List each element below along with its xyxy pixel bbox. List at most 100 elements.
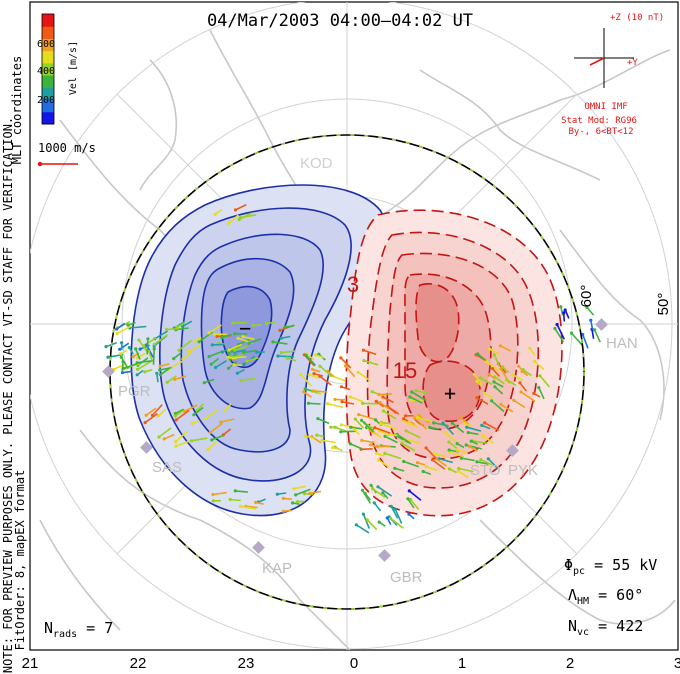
color-scale-segment	[42, 87, 54, 101]
velocity-vector	[174, 375, 187, 381]
velocity-vector	[145, 407, 157, 416]
velocity-vector-dot	[146, 337, 150, 341]
velocity-vector	[394, 467, 405, 472]
velocity-vectors	[104, 203, 601, 534]
imf-clock: +Z (10 nT) +Y OMNI IMF Stat Mod: RG96 By…	[561, 13, 664, 137]
velocity-vector	[451, 422, 465, 434]
velocity-vector-dot	[393, 466, 397, 470]
velocity-vector	[235, 490, 248, 493]
contour-label-15: 15	[393, 358, 417, 383]
velocity-vector-dot	[492, 353, 496, 357]
velocity-vector	[512, 374, 524, 382]
velocity-vector-dot	[220, 350, 224, 354]
velocity-vector	[354, 418, 364, 429]
velocity-vector-dot	[407, 420, 411, 424]
velocity-vector	[321, 439, 337, 444]
velocity-vector-dot	[302, 492, 307, 496]
velocity-vector-dot	[475, 396, 479, 400]
velocity-vector-dot	[424, 465, 428, 469]
velocity-vector-dot	[462, 421, 466, 425]
velocity-vector-dot	[339, 430, 343, 434]
velocity-vector-dot	[487, 372, 491, 376]
velocity-vector-dot	[312, 372, 316, 376]
velocity-vector	[166, 375, 177, 383]
velocity-vector-dot	[408, 398, 413, 402]
velocity-vector-dot	[443, 430, 447, 434]
velocity-vector	[484, 422, 500, 432]
velocity-vector	[468, 431, 479, 436]
velocity-vector-dot	[318, 364, 322, 368]
velocity-vector-dot	[135, 373, 139, 377]
velocity-vector	[494, 376, 505, 385]
velocity-vector-dot	[310, 389, 315, 393]
velocity-vector-dot	[505, 378, 509, 382]
velocity-vector	[590, 320, 594, 331]
coords-note: MLT coordinates	[10, 56, 24, 164]
velocity-vector	[476, 397, 489, 405]
velocity-vector	[591, 329, 595, 339]
velocity-vector	[425, 447, 437, 459]
velocity-vector	[350, 443, 363, 450]
velocity-vector-dot	[233, 332, 237, 336]
velocity-vector-dot	[315, 433, 319, 437]
velocity-vector-dot	[211, 499, 215, 503]
velocity-vector	[513, 399, 526, 409]
station-han: HAN	[606, 335, 638, 352]
velocity-vector	[379, 401, 390, 410]
velocity-vector	[458, 467, 474, 473]
velocity-vector	[408, 490, 422, 501]
velocity-vector	[361, 439, 375, 444]
velocity-vector	[208, 324, 222, 334]
station-kod: KOD	[300, 155, 333, 172]
stat-phi-pc: Φpc = 55 kV	[564, 556, 657, 577]
velocity-vector	[182, 320, 193, 328]
velocity-vector	[586, 306, 595, 316]
velocity-vector-dot	[563, 308, 567, 312]
velocity-vector	[519, 382, 527, 392]
velocity-vector	[144, 412, 158, 424]
velocity-vector-dot	[593, 328, 597, 332]
velocity-vector-dot	[478, 376, 482, 380]
velocity-vector-dot	[226, 221, 231, 226]
velocity-vector-dot	[187, 349, 191, 353]
velocity-vector-dot	[589, 318, 593, 322]
velocity-vector	[209, 422, 223, 434]
velocity-vector-dot	[152, 347, 156, 351]
velocity-vector-dot	[281, 496, 285, 500]
fit-note: FitOrder: 8, mapEX format	[13, 470, 27, 651]
velocity-vector	[272, 341, 288, 345]
velocity-vector	[134, 348, 141, 360]
velocity-vector	[372, 488, 386, 498]
velocity-vector-dot	[450, 421, 454, 425]
velocity-vector-dot	[152, 342, 156, 346]
velocity-vector-dot	[499, 402, 503, 406]
velocity-vector-dot	[308, 491, 312, 495]
velocity-vector-dot	[455, 448, 459, 452]
velocity-vector-dot	[402, 417, 406, 421]
velocity-vector	[520, 391, 536, 403]
velocity-vector	[317, 417, 330, 425]
velocity-vector-dot	[278, 328, 282, 332]
velocity-vector-dot	[400, 441, 404, 445]
velocity-vector	[484, 392, 494, 400]
velocity-vector-dot	[131, 355, 135, 359]
velocity-vector	[404, 438, 420, 444]
velocity-vector	[232, 321, 247, 324]
velocity-vector-dot	[202, 381, 206, 385]
velocity-vector-dot	[532, 391, 536, 395]
velocity-vector-dot	[265, 322, 269, 326]
velocity-vector-dot	[279, 336, 283, 340]
velocity-vector	[383, 410, 397, 420]
velocity-vector-dot	[281, 509, 286, 513]
velocity-vector-dot	[237, 217, 241, 222]
velocity-vector-dot	[245, 359, 249, 363]
velocity-vector-dot	[406, 497, 410, 501]
velocity-vector	[487, 458, 499, 470]
station-sas: SAS	[152, 459, 182, 476]
velocity-vector-dot	[479, 458, 483, 462]
imf-model: Stat Mod: RG96	[561, 116, 637, 126]
velocity-vector	[129, 325, 147, 329]
velocity-vector	[448, 441, 458, 449]
velocity-vector-dot	[181, 357, 185, 361]
velocity-vector-dot	[313, 353, 318, 357]
